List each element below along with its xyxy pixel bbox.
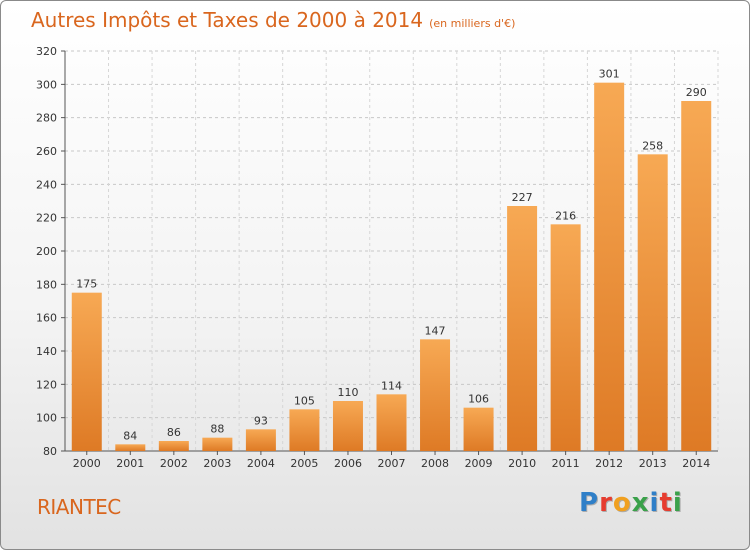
bar [637, 154, 668, 452]
bar [420, 339, 451, 451]
data-label: 114 [381, 379, 402, 392]
proxiti-logo: Proxiti [579, 488, 683, 518]
y-tick-label: 120 [36, 378, 57, 391]
y-tick-label: 200 [36, 245, 57, 258]
x-tick-label: 2002 [160, 457, 188, 470]
logo-letter: r [599, 488, 613, 518]
x-tick-label: 2010 [508, 457, 536, 470]
y-tick-label: 140 [36, 345, 57, 358]
logo-letter: i [672, 488, 683, 518]
bar [376, 394, 407, 451]
bar [115, 444, 146, 451]
bar [202, 437, 233, 451]
x-tick-label: 2008 [421, 457, 449, 470]
logo-letter: P [579, 488, 600, 518]
bar [463, 407, 494, 451]
data-label: 175 [76, 278, 97, 291]
bar [245, 429, 276, 451]
y-tick-label: 260 [36, 145, 57, 158]
bar [332, 401, 363, 451]
x-tick-label: 2007 [378, 457, 406, 470]
data-label: 258 [642, 139, 663, 152]
data-label: 106 [468, 393, 489, 406]
data-label: 88 [210, 423, 224, 436]
bar [289, 409, 320, 451]
y-tick-label: 320 [36, 45, 57, 58]
y-tick-label: 300 [36, 78, 57, 91]
logo-letter: o [612, 488, 632, 518]
data-label: 147 [425, 324, 446, 337]
x-tick-label: 2012 [595, 457, 623, 470]
y-tick-label: 280 [36, 112, 57, 125]
data-label: 93 [254, 414, 268, 427]
x-tick-label: 2013 [639, 457, 667, 470]
y-tick-label: 100 [36, 412, 57, 425]
data-label: 290 [686, 86, 707, 99]
bar [550, 224, 581, 451]
town-label: RIANTEC [37, 495, 121, 519]
bar [158, 441, 189, 451]
y-tick-label: 80 [43, 445, 57, 458]
x-tick-label: 2003 [203, 457, 231, 470]
x-tick-label: 2001 [116, 457, 144, 470]
data-label: 84 [123, 429, 137, 442]
logo-letter: t [659, 488, 673, 518]
y-tick-label: 160 [36, 312, 57, 325]
logo-letter: x [631, 488, 650, 518]
data-label: 86 [167, 426, 181, 439]
logo-letter: i [649, 488, 660, 518]
chart-title: Autres Impôts et Taxes de 2000 à 2014 (en… [31, 8, 515, 32]
x-tick-label: 2000 [73, 457, 101, 470]
x-tick-label: 2011 [552, 457, 580, 470]
bar [594, 82, 625, 452]
x-tick-label: 2014 [682, 457, 710, 470]
x-tick-label: 2005 [290, 457, 318, 470]
chart-title-text: Autres Impôts et Taxes de 2000 à 2014 [31, 8, 424, 32]
y-tick-label: 240 [36, 178, 57, 191]
data-label: 227 [512, 191, 533, 204]
y-tick-label: 180 [36, 278, 57, 291]
x-tick-label: 2006 [334, 457, 362, 470]
data-label: 216 [555, 209, 576, 222]
bar [681, 101, 712, 451]
x-tick-label: 2009 [465, 457, 493, 470]
data-label: 105 [294, 394, 315, 407]
data-label: 301 [599, 68, 620, 81]
data-label: 110 [337, 386, 358, 399]
bar [71, 292, 102, 451]
x-tick-label: 2004 [247, 457, 275, 470]
y-tick-label: 220 [36, 212, 57, 225]
bar [507, 206, 538, 451]
chart-subtitle: (en milliers d'€) [429, 17, 516, 30]
